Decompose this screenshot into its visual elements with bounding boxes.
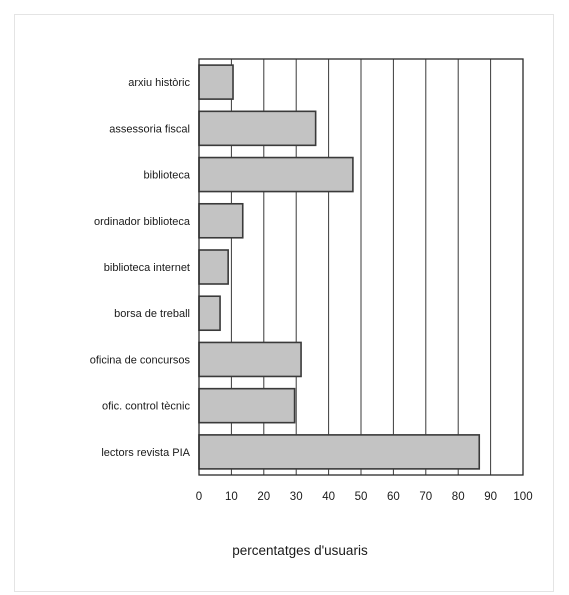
category-label: arxiu històric bbox=[128, 77, 190, 89]
x-tick-label: 100 bbox=[513, 491, 532, 503]
x-tick-label: 70 bbox=[419, 491, 432, 503]
category-labels: arxiu històric assessoria fiscal bibliotec… bbox=[90, 77, 191, 459]
x-tick-label: 0 bbox=[196, 491, 202, 503]
x-tick-label: 10 bbox=[225, 491, 238, 503]
category-label: assessoria fiscal bbox=[109, 123, 190, 135]
x-tick-label: 80 bbox=[452, 491, 465, 503]
bar bbox=[198, 202, 244, 239]
bar bbox=[198, 156, 354, 193]
bar-layer bbox=[198, 64, 481, 470]
category-label: ofic. control tècnic bbox=[102, 401, 191, 413]
bar bbox=[198, 341, 302, 378]
bar bbox=[198, 64, 234, 100]
category-label: biblioteca internet bbox=[104, 262, 190, 274]
bar bbox=[198, 295, 221, 332]
x-tick-labels: 0 10 20 30 40 50 60 70 80 90 100 bbox=[196, 491, 533, 503]
category-label: oficina de concursos bbox=[90, 354, 191, 366]
plot-area-border bbox=[198, 58, 524, 476]
category-label: biblioteca bbox=[144, 170, 191, 182]
bar bbox=[198, 434, 481, 470]
category-label: borsa de treball bbox=[114, 308, 190, 320]
x-axis-title: percentatges d'usuaris bbox=[232, 543, 368, 558]
x-tick-label: 40 bbox=[322, 491, 335, 503]
chart-frame bbox=[14, 14, 554, 592]
x-tick-label: 90 bbox=[484, 491, 497, 503]
bar bbox=[198, 249, 229, 285]
category-label: lectors revista PIA bbox=[101, 447, 190, 459]
bar bbox=[198, 387, 296, 424]
x-tick-label: 30 bbox=[290, 491, 303, 503]
bar bbox=[198, 110, 317, 147]
x-tick-label: 50 bbox=[355, 491, 368, 503]
category-label: ordinador biblioteca bbox=[94, 216, 191, 228]
x-tick-label: 20 bbox=[257, 491, 270, 503]
x-tick-label: 60 bbox=[387, 491, 400, 503]
